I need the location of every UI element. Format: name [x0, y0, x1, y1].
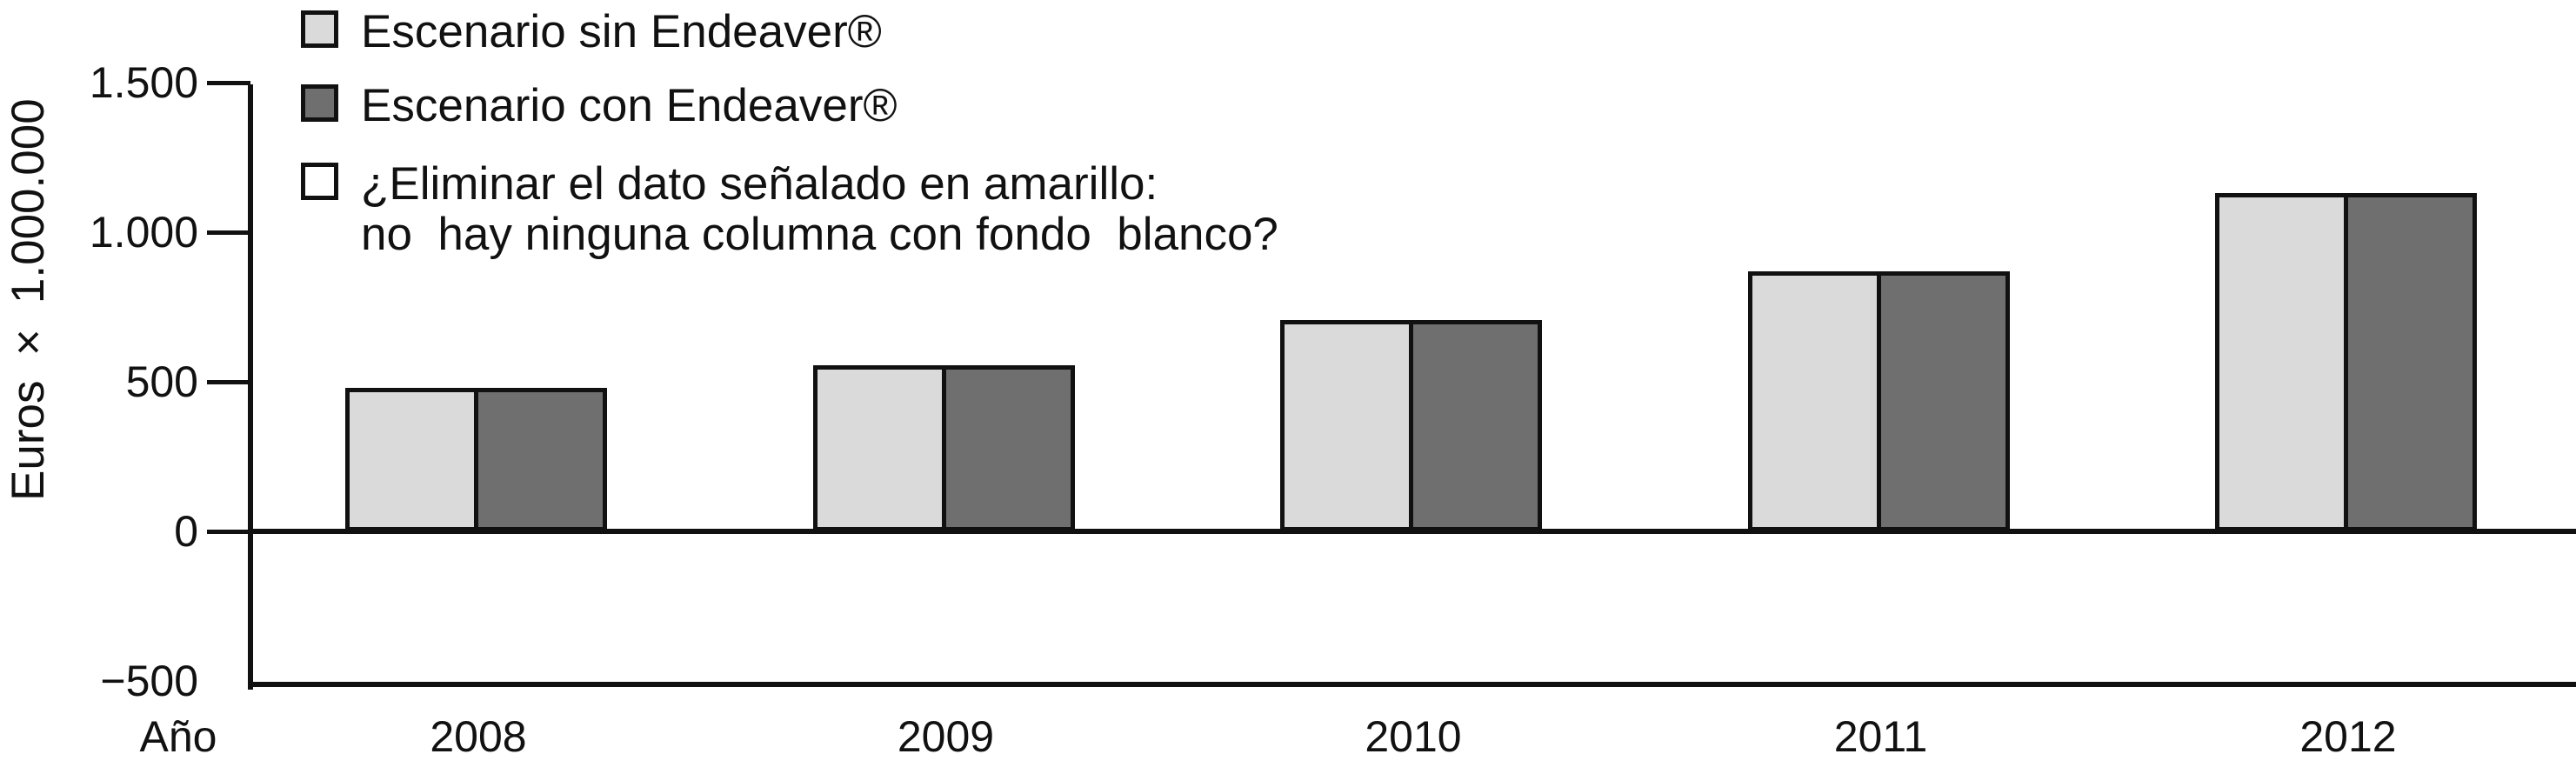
y-tick-label: 500 [125, 357, 198, 406]
y-axis-title: Euros × 1.000.000 [3, 98, 54, 502]
bar-2008-sin-endeaver [345, 388, 478, 531]
x-tick-label-2012: 2012 [2299, 712, 2397, 761]
bar-2012-con-endeaver [2348, 193, 2477, 531]
y-tick-mark [207, 80, 250, 85]
y-tick-mark [207, 230, 250, 235]
y-tick-mark [207, 529, 250, 534]
x-tick-label-2010: 2010 [1365, 712, 1462, 761]
y-axis-line [248, 84, 253, 690]
bar-2011-con-endeaver [1880, 271, 2010, 531]
legend-item-question: ¿Eliminar el dato señalado en amarillo: … [301, 159, 1278, 260]
legend-swatch-white [301, 163, 338, 200]
bar-2008-con-endeaver [478, 388, 607, 531]
legend-label: Escenario sin Endeaver® [361, 6, 882, 57]
y-tick-label: 1.000 [89, 208, 198, 257]
legend-swatch-light-gray [301, 10, 338, 48]
x-tick-label-2011: 2011 [1833, 712, 1928, 761]
x-tick-label-2009: 2009 [897, 712, 995, 761]
y-tick-label: −500 [100, 657, 198, 705]
y-tick-label: 0 [174, 507, 198, 556]
y-tick-mark [207, 379, 250, 384]
x-axis-line [248, 682, 2576, 687]
x-tick-label-2008: 2008 [430, 712, 527, 761]
bar-2010-con-endeaver [1413, 320, 1542, 531]
legend-label: Escenario con Endeaver® [361, 80, 898, 131]
bar-2011-sin-endeaver [1747, 271, 1881, 531]
legend-label: ¿Eliminar el dato señalado en amarillo: … [361, 158, 1278, 260]
legend-item-sin-endeaver: Escenario sin Endeaver® [301, 7, 882, 57]
zero-baseline [248, 529, 2576, 534]
bar-2009-con-endeaver [945, 365, 1075, 531]
legend-item-con-endeaver: Escenario con Endeaver® [301, 81, 898, 131]
bar-2010-sin-endeaver [1280, 320, 1413, 531]
y-tick-label: 1.500 [89, 58, 198, 107]
bar-2009-sin-endeaver [812, 365, 946, 531]
x-axis-title: Año [139, 712, 217, 761]
legend-swatch-dark-gray [301, 84, 338, 122]
bar-2012-sin-endeaver [2215, 193, 2348, 531]
